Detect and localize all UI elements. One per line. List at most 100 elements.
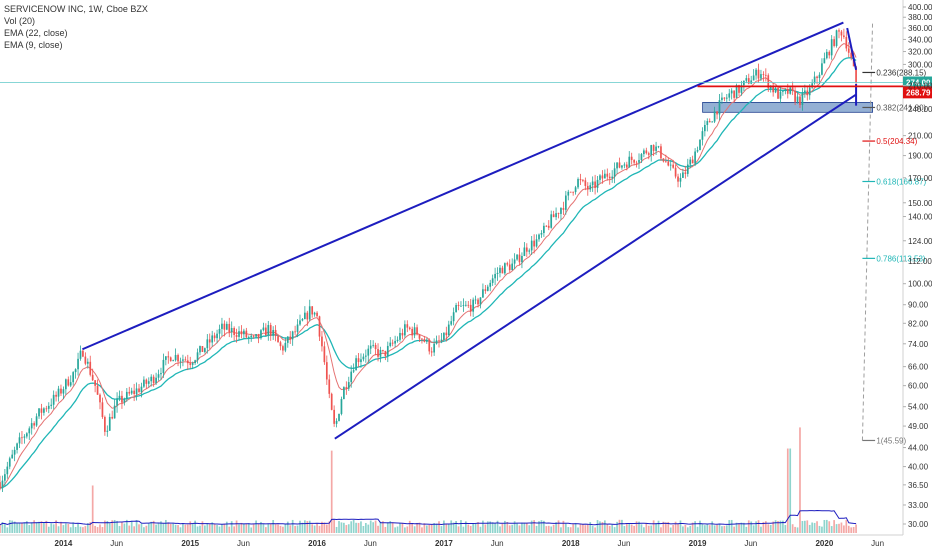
candle-body bbox=[772, 85, 775, 93]
candle-body bbox=[789, 87, 792, 94]
candle-body bbox=[782, 91, 784, 92]
candle-body bbox=[545, 225, 548, 227]
candle-body bbox=[606, 173, 609, 177]
candle-body bbox=[357, 358, 360, 363]
ema22-indicator-label[interactable]: EMA (22, close) bbox=[4, 28, 68, 38]
candle-body bbox=[11, 454, 14, 459]
candle-body bbox=[260, 330, 262, 339]
time-axis[interactable]: 2014 Jun 2015 Jun 2016 Jun 2017 Jun 2018 Jun 2019 J… bbox=[55, 539, 885, 548]
symbol-title[interactable]: SERVICENOW INC, 1W, Cboe BZX bbox=[4, 4, 148, 14]
candle-body bbox=[664, 161, 667, 163]
candle-body bbox=[160, 373, 162, 375]
candle-body bbox=[540, 233, 543, 235]
volume-bar bbox=[782, 520, 784, 533]
candle-body bbox=[757, 69, 760, 79]
trendlines[interactable] bbox=[82, 21, 858, 440]
price-tick-label: 82.00 bbox=[908, 319, 929, 328]
candle-body bbox=[733, 90, 735, 98]
volume-bar bbox=[816, 521, 818, 533]
volume-bar bbox=[635, 521, 638, 533]
volume-bar bbox=[799, 427, 801, 533]
candle-body bbox=[674, 167, 677, 177]
candle-body bbox=[252, 335, 255, 337]
candle-body bbox=[155, 377, 157, 384]
ema9-indicator-label[interactable]: EMA (9, close) bbox=[4, 40, 63, 50]
volume-bar bbox=[696, 526, 699, 533]
candle-body bbox=[352, 370, 355, 372]
volume-bar bbox=[247, 523, 250, 533]
candle-body bbox=[394, 340, 396, 344]
candle-body bbox=[245, 330, 248, 338]
candle-body bbox=[779, 91, 782, 99]
candle-body bbox=[528, 250, 531, 252]
volume-bar bbox=[596, 520, 599, 533]
volume-bar bbox=[852, 527, 855, 533]
candle-body bbox=[401, 332, 404, 336]
candle-body bbox=[204, 348, 206, 352]
candle-body bbox=[645, 150, 648, 154]
volume-bar bbox=[430, 524, 433, 533]
time-tick-label: 2014 bbox=[55, 539, 73, 548]
volume-bar bbox=[169, 523, 172, 533]
candle-body bbox=[250, 335, 253, 338]
candle-body bbox=[25, 433, 28, 437]
volume-bar bbox=[828, 521, 831, 533]
candle-body bbox=[494, 273, 496, 279]
volume-bar bbox=[577, 527, 579, 533]
volume-bar bbox=[728, 520, 731, 533]
candle-body bbox=[582, 180, 584, 181]
candle-body bbox=[445, 332, 448, 336]
volume-bar bbox=[77, 523, 79, 533]
candle-body bbox=[130, 390, 133, 394]
volume-bar bbox=[174, 524, 177, 533]
price-tick-label: 380.00 bbox=[908, 13, 932, 22]
volume-bars bbox=[0, 427, 857, 533]
volume-bar bbox=[835, 524, 838, 533]
candle-body bbox=[706, 121, 709, 125]
candle-body bbox=[77, 358, 79, 370]
volume-bar bbox=[13, 521, 16, 533]
candle-body bbox=[701, 131, 704, 140]
candle-body bbox=[264, 327, 267, 336]
candle-body bbox=[457, 305, 460, 306]
volume-bar bbox=[599, 521, 601, 533]
volume-bar bbox=[435, 523, 438, 533]
candle-body bbox=[552, 214, 555, 218]
volume-bar bbox=[699, 520, 701, 533]
candle-body bbox=[830, 39, 833, 56]
candle-body bbox=[413, 327, 416, 336]
candle-body bbox=[296, 324, 299, 332]
volume-bar bbox=[30, 522, 33, 533]
volume-bar bbox=[399, 523, 401, 533]
volume-bar bbox=[457, 526, 460, 533]
volume-bar bbox=[257, 524, 260, 533]
price-tick-label: 36.50 bbox=[908, 481, 929, 490]
candle-body bbox=[833, 39, 835, 46]
candle-body bbox=[277, 336, 279, 343]
volume-bar bbox=[218, 526, 221, 533]
candle-body bbox=[725, 97, 728, 99]
price-tick-label: 240.00 bbox=[908, 105, 932, 114]
candle-body bbox=[247, 337, 250, 338]
volume-bar bbox=[84, 526, 87, 533]
volume-bar bbox=[116, 520, 118, 533]
candle-body bbox=[430, 351, 433, 353]
candle-body bbox=[452, 312, 455, 322]
candle-body bbox=[496, 272, 499, 274]
volume-indicator-label[interactable]: Vol (20) bbox=[4, 16, 36, 26]
time-tick-label: 2020 bbox=[815, 539, 833, 548]
candle-body bbox=[579, 179, 582, 181]
volume-bar bbox=[113, 519, 116, 533]
time-tick-label: 2016 bbox=[308, 539, 326, 548]
fib-level-label: 0.236(288.15) bbox=[876, 68, 926, 77]
candle-body bbox=[467, 304, 470, 306]
candle-body bbox=[640, 154, 643, 160]
fibonacci[interactable]: 0.236(288.15) 0.382(241.80) 0.5(204.34) 0.6… bbox=[861, 22, 927, 446]
volume-bar bbox=[204, 525, 206, 533]
candle-body bbox=[691, 159, 694, 164]
candle-body bbox=[504, 263, 506, 274]
price-tick-label: 170.00 bbox=[908, 174, 932, 183]
volume-bar bbox=[245, 523, 248, 533]
